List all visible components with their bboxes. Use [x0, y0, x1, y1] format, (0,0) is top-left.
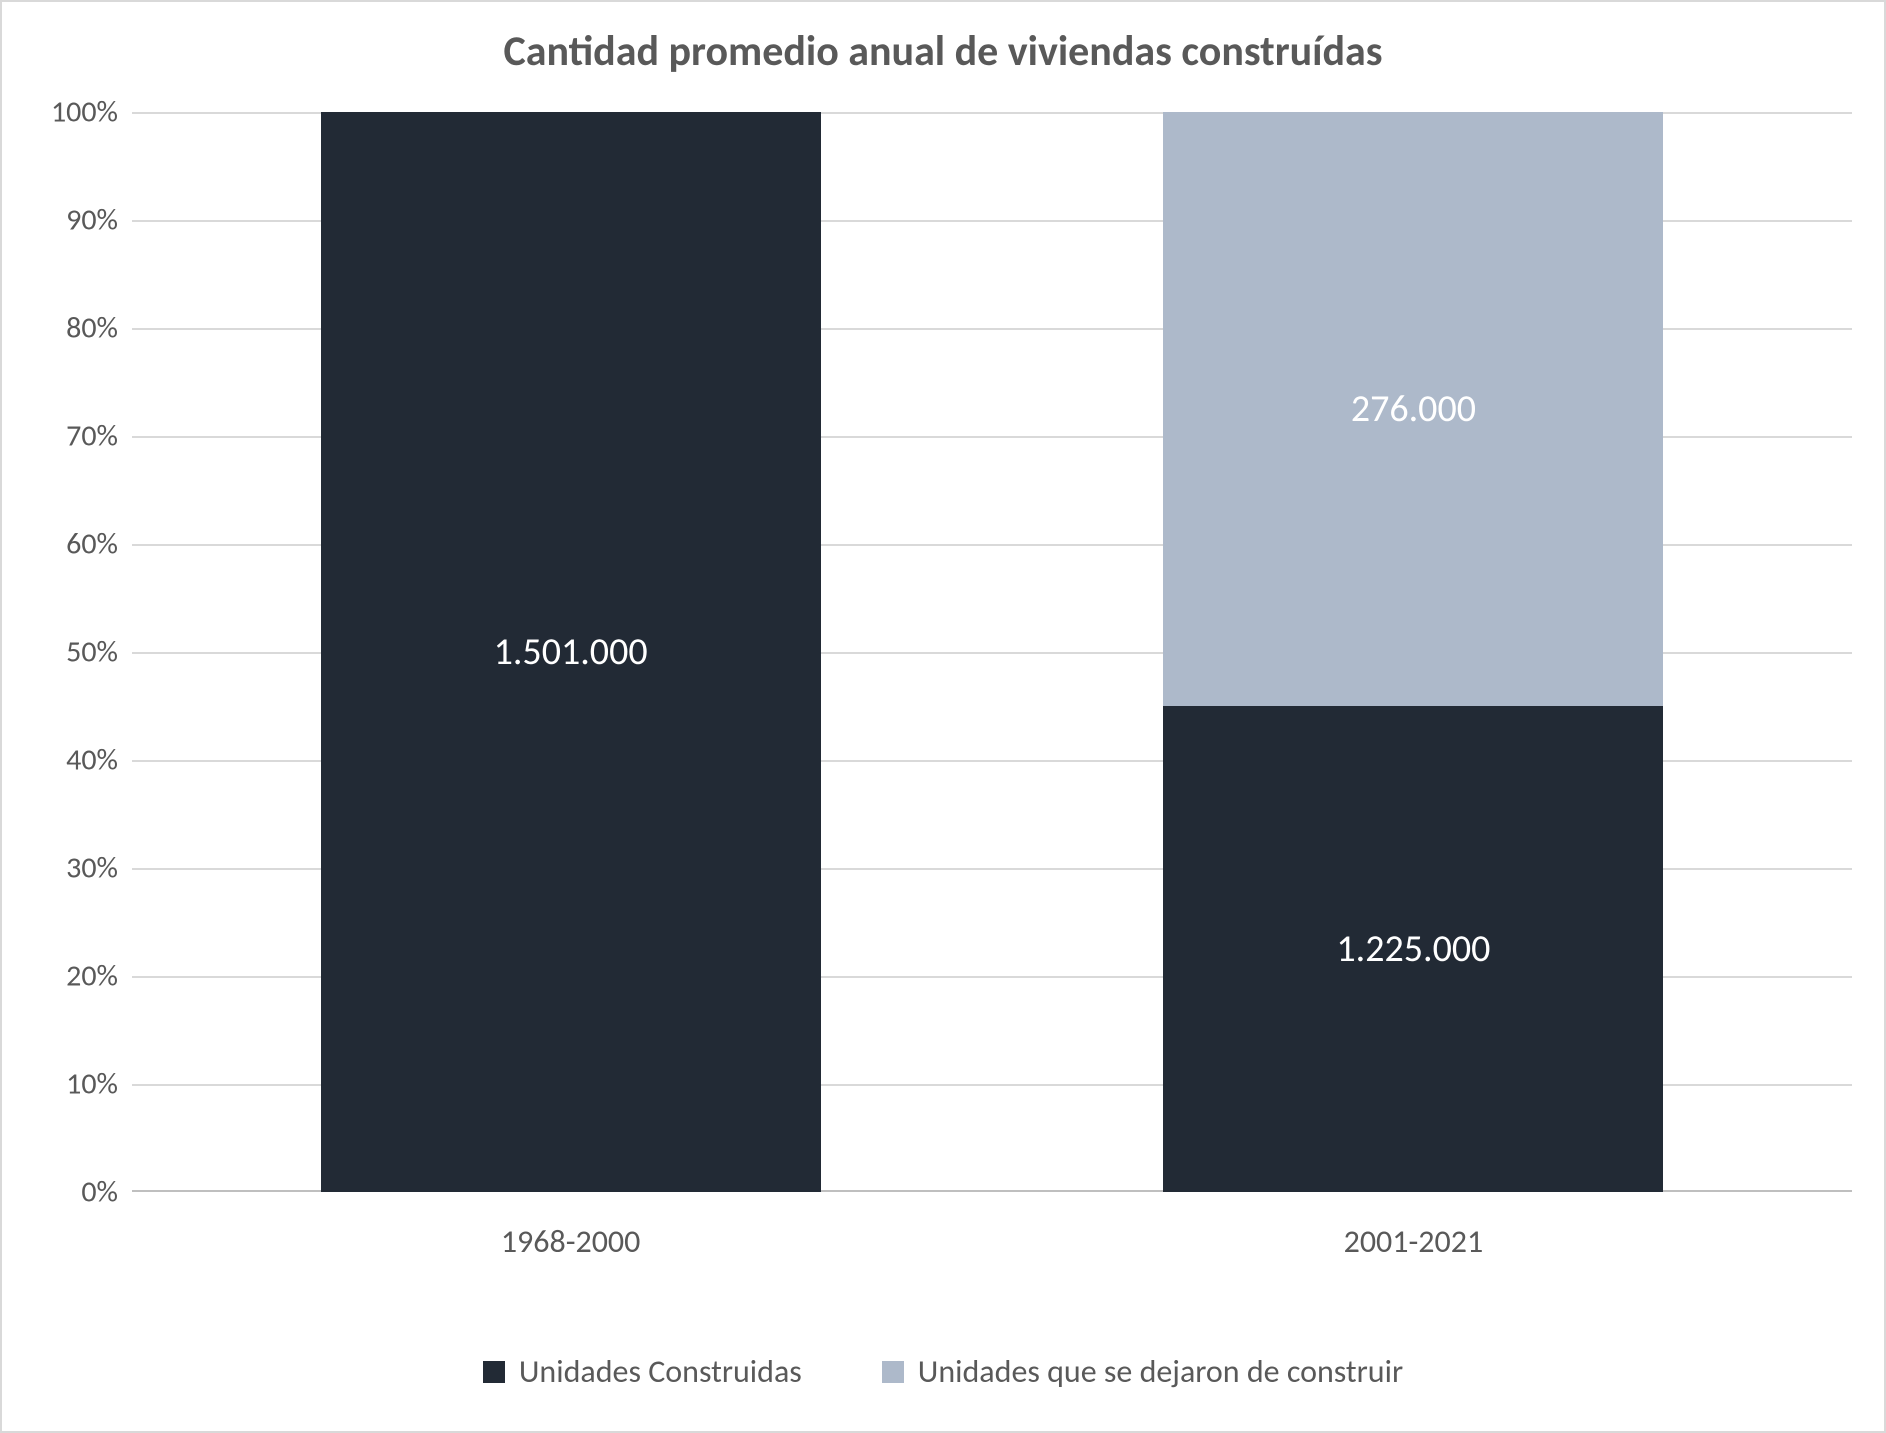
- legend-label: Unidades Construidas: [519, 1352, 802, 1391]
- y-tick-label: 20%: [8, 958, 118, 995]
- y-tick-label: 50%: [8, 634, 118, 671]
- legend-swatch: [483, 1361, 505, 1383]
- y-tick-label: 60%: [8, 526, 118, 563]
- bar-segment-construidas: 1.225.000: [1163, 706, 1663, 1192]
- legend-item-construidas: Unidades Construidas: [483, 1352, 802, 1391]
- bar-value-label: 1.501.000: [494, 629, 648, 675]
- chart-frame: Cantidad promedio anual de viviendas con…: [0, 0, 1886, 1433]
- chart-title: Cantidad promedio anual de viviendas con…: [2, 26, 1884, 77]
- bar-segment-no_construidas: 276.000: [1163, 112, 1663, 706]
- legend-swatch: [882, 1361, 904, 1383]
- y-tick-label: 30%: [8, 850, 118, 887]
- legend-label: Unidades que se dejaron de construir: [918, 1352, 1403, 1391]
- legend-item-no_construidas: Unidades que se dejaron de construir: [882, 1352, 1403, 1391]
- y-tick-label: 10%: [8, 1066, 118, 1103]
- bar-value-label: 276.000: [1351, 386, 1476, 432]
- legend: Unidades Construidas Unidades que se deja…: [2, 1352, 1884, 1391]
- bar: 1.501.000: [321, 112, 821, 1192]
- x-category-label: 1968-2000: [501, 1222, 641, 1261]
- plot-area: 0%10%20%30%40%50%60%70%80%90%100%1.501.0…: [132, 112, 1852, 1192]
- y-tick-label: 90%: [8, 202, 118, 239]
- y-tick-label: 70%: [8, 418, 118, 455]
- bar: 1.225.000 276.000: [1163, 112, 1663, 1192]
- y-tick-label: 40%: [8, 742, 118, 779]
- x-category-label: 2001-2021: [1344, 1222, 1484, 1261]
- bar-value-label: 1.225.000: [1336, 926, 1490, 972]
- y-tick-label: 100%: [8, 94, 118, 131]
- y-tick-label: 80%: [8, 310, 118, 347]
- bar-segment-construidas: 1.501.000: [321, 112, 821, 1192]
- y-tick-label: 0%: [8, 1174, 118, 1211]
